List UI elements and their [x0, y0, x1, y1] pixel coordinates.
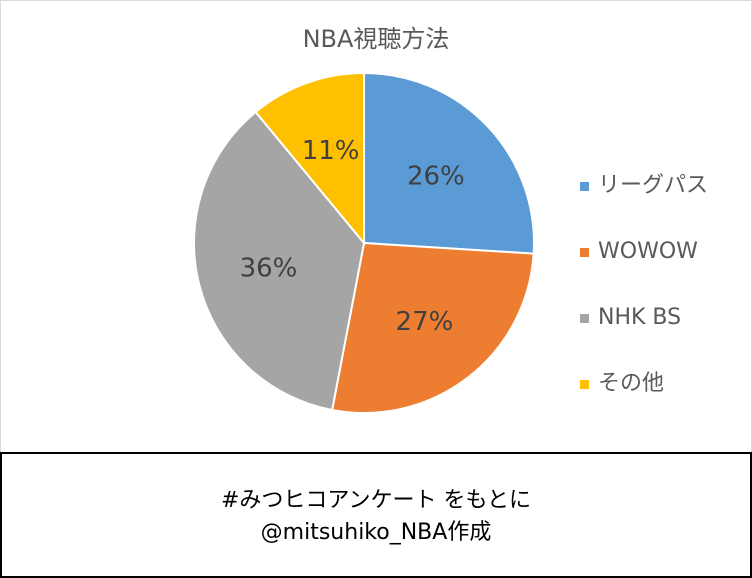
data-label-wowow: 27%	[396, 307, 454, 337]
caption-box: #みつヒコアンケート をもとに @mitsuhiko_NBA作成	[0, 452, 752, 578]
legend-label: NHK BS	[598, 305, 682, 330]
pie-chart: 26% 27% 36% 11%	[193, 71, 535, 414]
pie-slice-wowow	[330, 241, 535, 414]
caption-author: @mitsuhiko_NBA作成	[260, 520, 492, 545]
legend-swatch	[580, 182, 589, 191]
legend-label: WOWOW	[598, 239, 698, 264]
caption-hashtag: #みつヒコアンケート をもとに	[220, 488, 532, 513]
data-label-league-pass: 26%	[407, 162, 465, 192]
chart-area: NBA視聴方法 26% 27% 36% 11% リーグパス WOWOW NHK BS …	[0, 0, 752, 454]
legend-swatch	[580, 248, 589, 257]
data-label-other: 11%	[302, 136, 360, 166]
pie-slice-league-pass	[363, 71, 535, 255]
data-label-nhk-bs: 36%	[240, 254, 298, 284]
legend-swatch	[580, 380, 589, 389]
chart-title: NBA視聴方法	[302, 25, 450, 53]
pie-slice-nhk-bs	[193, 110, 366, 412]
legend-swatch	[580, 314, 589, 323]
legend-label: その他	[598, 371, 665, 396]
legend-label: リーグパス	[598, 173, 709, 198]
pie-slice-other	[254, 71, 365, 246]
